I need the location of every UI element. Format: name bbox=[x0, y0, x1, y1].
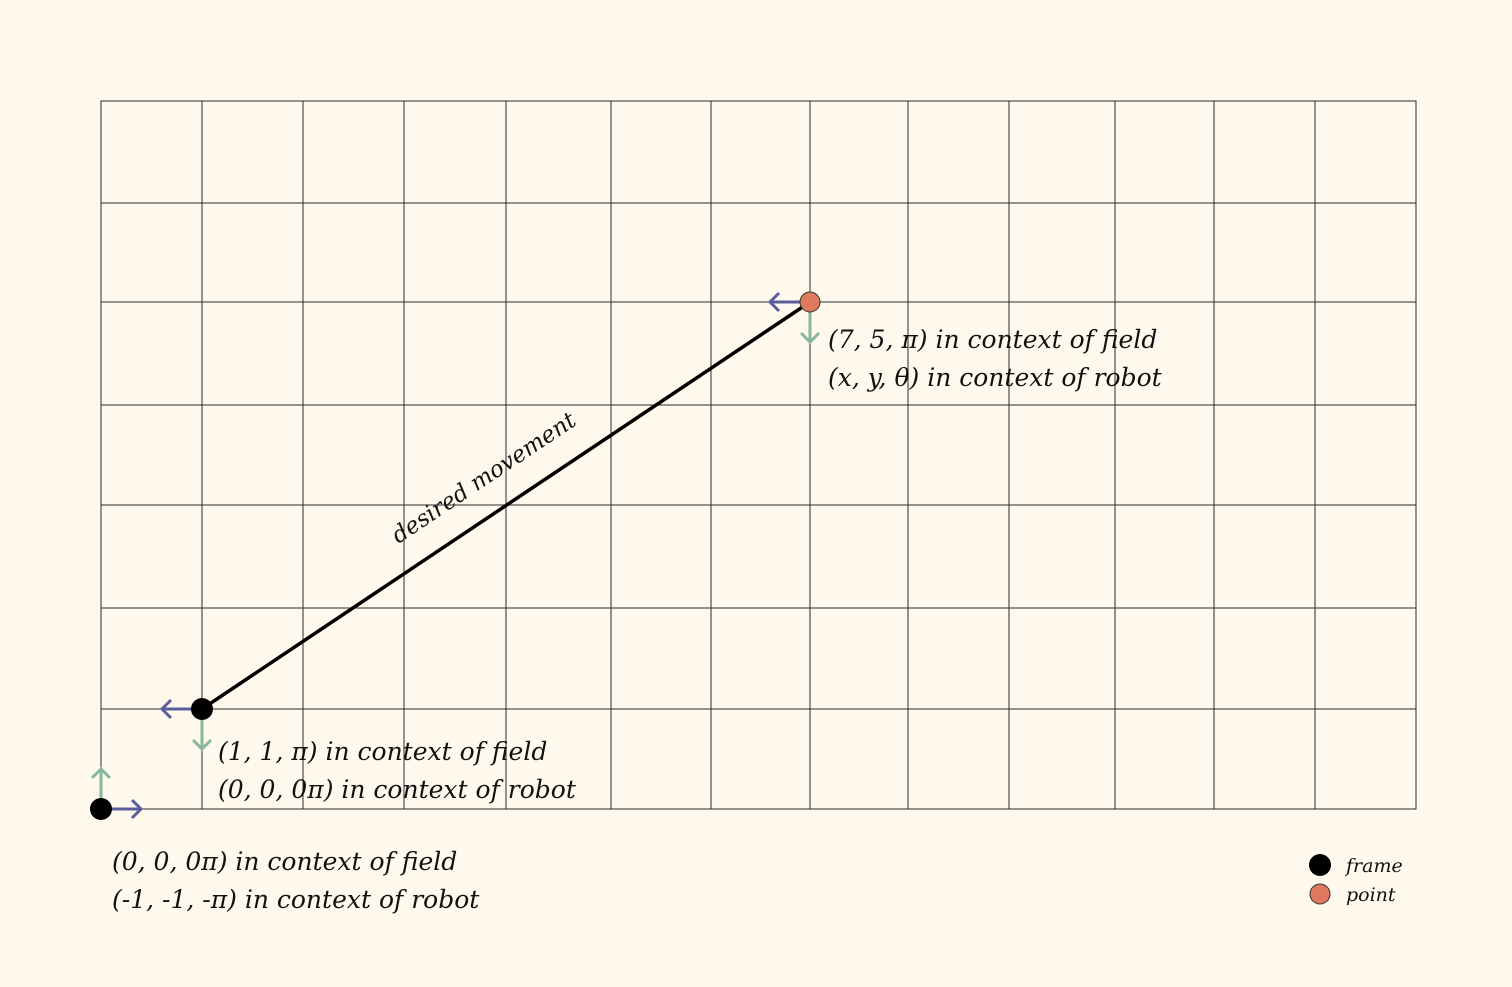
target-point-dot bbox=[799, 291, 821, 313]
y-axis-arrow-head bbox=[799, 331, 821, 345]
origin-field-coords: (0, 0, 0π) in context of field bbox=[112, 847, 457, 876]
origin-frame-marker: (0, 0, 0π) in context of field (-1, -1, … bbox=[90, 766, 480, 914]
y-axis-arrow-head bbox=[191, 738, 213, 752]
legend-point-label: point bbox=[1346, 884, 1396, 906]
x-axis-arrow-head bbox=[159, 698, 173, 720]
target-robot-coords: (x, y, θ) in context of robot bbox=[828, 363, 1163, 392]
robot-frame-dot bbox=[191, 698, 213, 720]
desired-movement-label: desired movement bbox=[387, 407, 581, 549]
legend: frame point bbox=[1309, 854, 1403, 906]
robot-frame-marker: (1, 1, π) in context of field (0, 0, 0π)… bbox=[159, 698, 577, 804]
desired-movement-line bbox=[201, 300, 811, 711]
robot-robot-coords: (0, 0, 0π) in context of robot bbox=[218, 775, 577, 804]
x-axis-arrow-head bbox=[767, 291, 781, 313]
robot-field-coords: (1, 1, π) in context of field bbox=[218, 737, 547, 766]
origin-frame-dot bbox=[90, 798, 112, 820]
target-field-coords: (7, 5, π) in context of field bbox=[828, 325, 1157, 354]
origin-robot-coords: (-1, -1, -π) in context of robot bbox=[112, 885, 480, 914]
y-axis-arrow-head bbox=[90, 766, 112, 780]
legend-frame-icon bbox=[1309, 854, 1331, 876]
legend-frame-label: frame bbox=[1344, 855, 1403, 877]
grid-border bbox=[100, 100, 1417, 810]
field-grid bbox=[100, 100, 1417, 810]
x-axis-arrow-head bbox=[130, 798, 144, 820]
target-point-marker: (7, 5, π) in context of field (x, y, θ) … bbox=[767, 291, 1163, 392]
legend-point-icon bbox=[1309, 883, 1331, 905]
